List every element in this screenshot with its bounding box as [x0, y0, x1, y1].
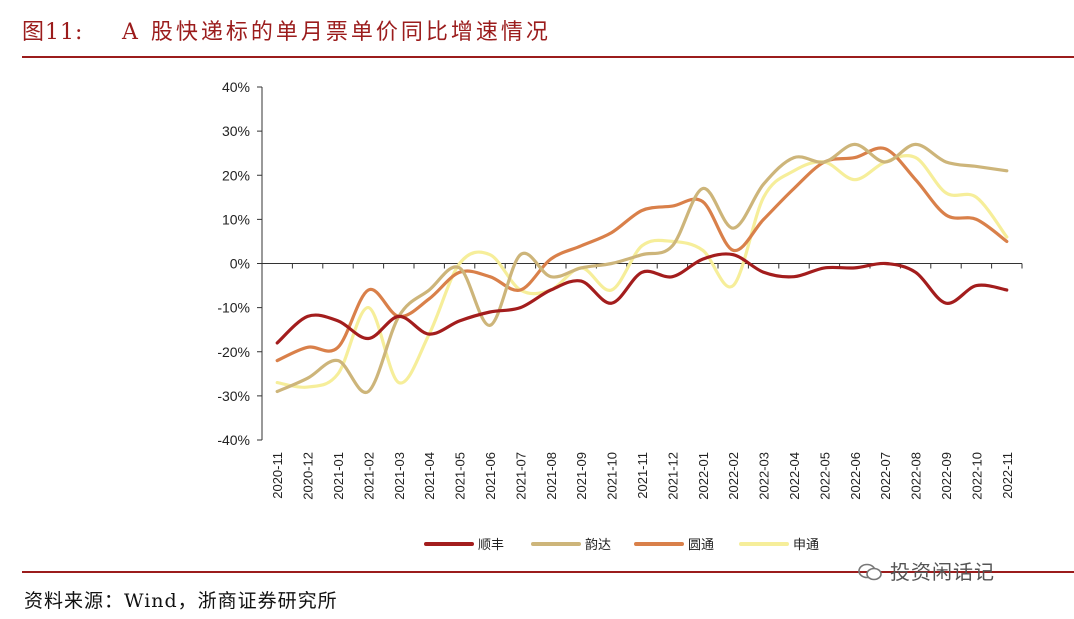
legend-label: 圆通: [688, 538, 714, 553]
line-chart: 40%30%20%10%0%-10%-20%-30%-40% 2020-11 20…: [217, 79, 1023, 553]
x-tick-label: 2021-04: [422, 452, 437, 500]
header-rule: [22, 56, 1074, 58]
legend-item: 韵达: [531, 538, 611, 553]
legend-label: 申通: [793, 538, 819, 553]
x-tick-label: 2021-09: [574, 452, 589, 500]
legend-label: 韵达: [585, 538, 611, 553]
x-tick-label: 2022-01: [696, 452, 711, 500]
figure-title: A 股快递标的单月票单价同比增速情况: [122, 20, 551, 45]
x-tick-label: 2021-01: [331, 452, 346, 500]
y-tick-label: 40%: [222, 79, 250, 95]
y-tick-label: -40%: [217, 432, 250, 448]
series-layer: [275, 142, 1009, 394]
figure-header: 图11: A 股快递标的单月票单价同比增速情况: [22, 14, 1062, 50]
y-tick-label: 20%: [222, 167, 250, 183]
x-tick-label: 2021-08: [544, 452, 559, 500]
y-axis: 40% 30% 20% 10% 0% -10% -20% -30% -40%: [217, 79, 263, 448]
wechat-icon: [858, 563, 882, 581]
series-line-顺丰: [275, 252, 1009, 345]
x-tick-label: 2022-07: [878, 452, 893, 500]
legend-item: 申通: [739, 538, 819, 553]
x-tick-label: 2022-10: [969, 452, 984, 500]
watermark-text: 投资闲话记: [890, 560, 995, 584]
x-tick-label: 2021-12: [665, 452, 680, 500]
x-tick-label: 2021-03: [392, 452, 407, 500]
y-tick-label: 30%: [222, 123, 250, 139]
x-tick-label: 2021-02: [361, 452, 376, 500]
legend: 顺丰 韵达 圆通 申通: [424, 538, 819, 553]
x-tick-label: 2022-08: [909, 452, 924, 500]
x-tick-label: 2022-06: [848, 452, 863, 500]
x-tick-label: 2021-10: [605, 452, 620, 500]
y-tick-label: 0%: [230, 256, 250, 272]
x-tick-label: 2022-03: [757, 452, 772, 500]
y-tick-label: 10%: [222, 211, 250, 227]
x-tick-label: 2022-11: [1000, 452, 1015, 499]
x-axis: 2020-11 2020-12 2021-01 2021-02 2021-03 2021-…: [261, 263, 1023, 500]
y-tick-label: -30%: [217, 388, 250, 404]
x-tick-label: 2020-12: [301, 452, 316, 500]
x-tick-label: 2021-07: [513, 452, 528, 500]
source-note: 资料来源：Wind，浙商证券研究所: [24, 590, 338, 612]
footer-rule: [22, 571, 1074, 573]
x-tick-label: 2022-09: [939, 452, 954, 500]
x-tick-label: 2022-02: [726, 452, 741, 500]
legend-item: 顺丰: [424, 538, 504, 553]
x-tick-label: 2021-11: [635, 452, 650, 499]
x-tick-label: 2020-11: [270, 452, 285, 499]
legend-item: 圆通: [634, 538, 714, 553]
x-tick-label: 2022-04: [787, 452, 802, 500]
y-tick-label: -10%: [217, 300, 250, 316]
x-tick-label: 2022-05: [817, 452, 832, 500]
watermark: 投资闲话记: [858, 556, 995, 585]
y-tick-label: -20%: [217, 344, 250, 360]
x-tick-label: 2021-06: [483, 452, 498, 500]
legend-label: 顺丰: [478, 538, 504, 553]
figure-label: 图11:: [22, 20, 84, 45]
x-tick-label: 2021-05: [453, 452, 468, 500]
